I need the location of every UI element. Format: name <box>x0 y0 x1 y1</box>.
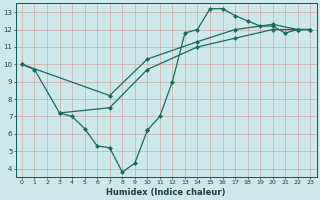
X-axis label: Humidex (Indice chaleur): Humidex (Indice chaleur) <box>106 188 226 197</box>
